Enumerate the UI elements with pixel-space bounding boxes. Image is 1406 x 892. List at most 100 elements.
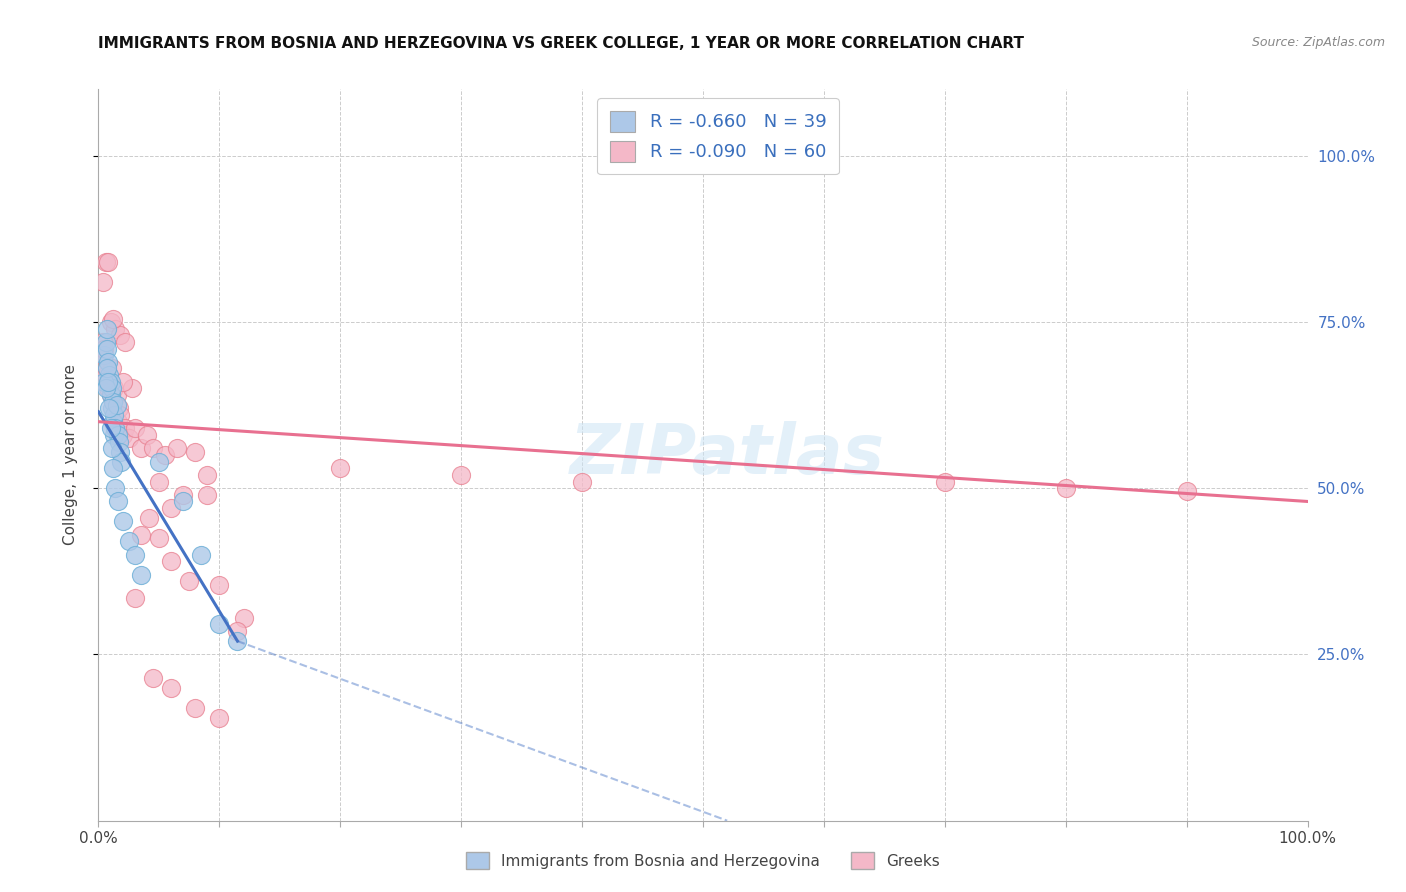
Point	[93, 348, 115, 362]
Point	[195, 488, 218, 502]
Point	[329, 461, 352, 475]
Point	[1054, 481, 1077, 495]
Point	[100, 401, 122, 416]
Point	[98, 401, 121, 416]
Point	[114, 334, 136, 349]
Point	[94, 255, 117, 269]
Point	[96, 361, 118, 376]
Point	[124, 548, 146, 562]
Point	[226, 624, 249, 639]
Legend: Immigrants from Bosnia and Herzegovina, Greeks: Immigrants from Bosnia and Herzegovina, …	[460, 846, 946, 875]
Point	[148, 475, 170, 489]
Point	[114, 421, 136, 435]
Point	[934, 475, 956, 489]
Point	[101, 415, 124, 429]
Point	[107, 494, 129, 508]
Point	[124, 591, 146, 605]
Point	[160, 501, 183, 516]
Point	[135, 428, 157, 442]
Text: IMMIGRANTS FROM BOSNIA AND HERZEGOVINA VS GREEK COLLEGE, 1 YEAR OR MORE CORRELAT: IMMIGRANTS FROM BOSNIA AND HERZEGOVINA V…	[98, 36, 1025, 51]
Point	[226, 634, 249, 648]
Point	[100, 388, 122, 402]
Point	[208, 617, 231, 632]
Point	[108, 408, 131, 422]
Point	[100, 315, 122, 329]
Point	[94, 334, 117, 349]
Point	[104, 421, 127, 435]
Point	[103, 408, 125, 422]
Point	[142, 671, 165, 685]
Point	[195, 467, 218, 482]
Point	[105, 388, 128, 402]
Point	[97, 375, 120, 389]
Point	[179, 574, 201, 589]
Legend: R = -0.660   N = 39, R = -0.090   N = 60: R = -0.660 N = 39, R = -0.090 N = 60	[598, 98, 839, 174]
Point	[118, 534, 141, 549]
Text: ZIPatlas: ZIPatlas	[569, 421, 884, 489]
Point	[450, 467, 472, 482]
Text: Source: ZipAtlas.com: Source: ZipAtlas.com	[1251, 36, 1385, 49]
Point	[100, 421, 122, 435]
Point	[571, 475, 593, 489]
Point	[160, 554, 183, 568]
Point	[111, 515, 134, 529]
Point	[101, 394, 124, 409]
Point	[97, 381, 120, 395]
Point	[103, 428, 125, 442]
Point	[765, 149, 787, 163]
Point	[93, 375, 115, 389]
Point	[105, 398, 128, 412]
Point	[190, 548, 212, 562]
Point	[98, 375, 121, 389]
Point	[108, 328, 131, 343]
Point	[232, 611, 254, 625]
Point	[97, 255, 120, 269]
Point	[129, 442, 152, 456]
Point	[101, 461, 124, 475]
Point	[101, 394, 124, 409]
Point	[148, 454, 170, 468]
Point	[129, 567, 152, 582]
Point	[96, 342, 118, 356]
Point	[166, 442, 188, 456]
Point	[148, 531, 170, 545]
Point	[172, 488, 194, 502]
Point	[108, 444, 131, 458]
Point	[100, 361, 122, 376]
Point	[184, 444, 207, 458]
Point	[104, 481, 127, 495]
Point	[107, 428, 129, 442]
Point	[100, 442, 122, 456]
Point	[208, 710, 231, 724]
Point	[108, 401, 131, 416]
Point	[94, 381, 117, 395]
Point	[108, 434, 131, 449]
Point	[111, 375, 134, 389]
Point	[94, 368, 117, 383]
Point	[101, 311, 124, 326]
Point	[121, 381, 143, 395]
Point	[98, 368, 121, 383]
Point	[100, 375, 122, 389]
Point	[107, 415, 129, 429]
Point	[100, 381, 122, 395]
Point	[111, 428, 134, 442]
Point	[91, 334, 114, 349]
Point	[100, 388, 122, 402]
Point	[160, 681, 183, 695]
Point	[172, 494, 194, 508]
Point	[91, 275, 114, 289]
Point	[208, 577, 231, 591]
Point	[96, 321, 118, 335]
Point	[103, 381, 125, 395]
Point	[104, 321, 127, 335]
Point	[91, 348, 114, 362]
Point	[97, 355, 120, 369]
Y-axis label: College, 1 year or more: College, 1 year or more	[63, 365, 77, 545]
Point	[96, 361, 118, 376]
Point	[129, 527, 152, 541]
Point	[118, 431, 141, 445]
Point	[124, 421, 146, 435]
Point	[110, 454, 132, 468]
Point	[184, 700, 207, 714]
